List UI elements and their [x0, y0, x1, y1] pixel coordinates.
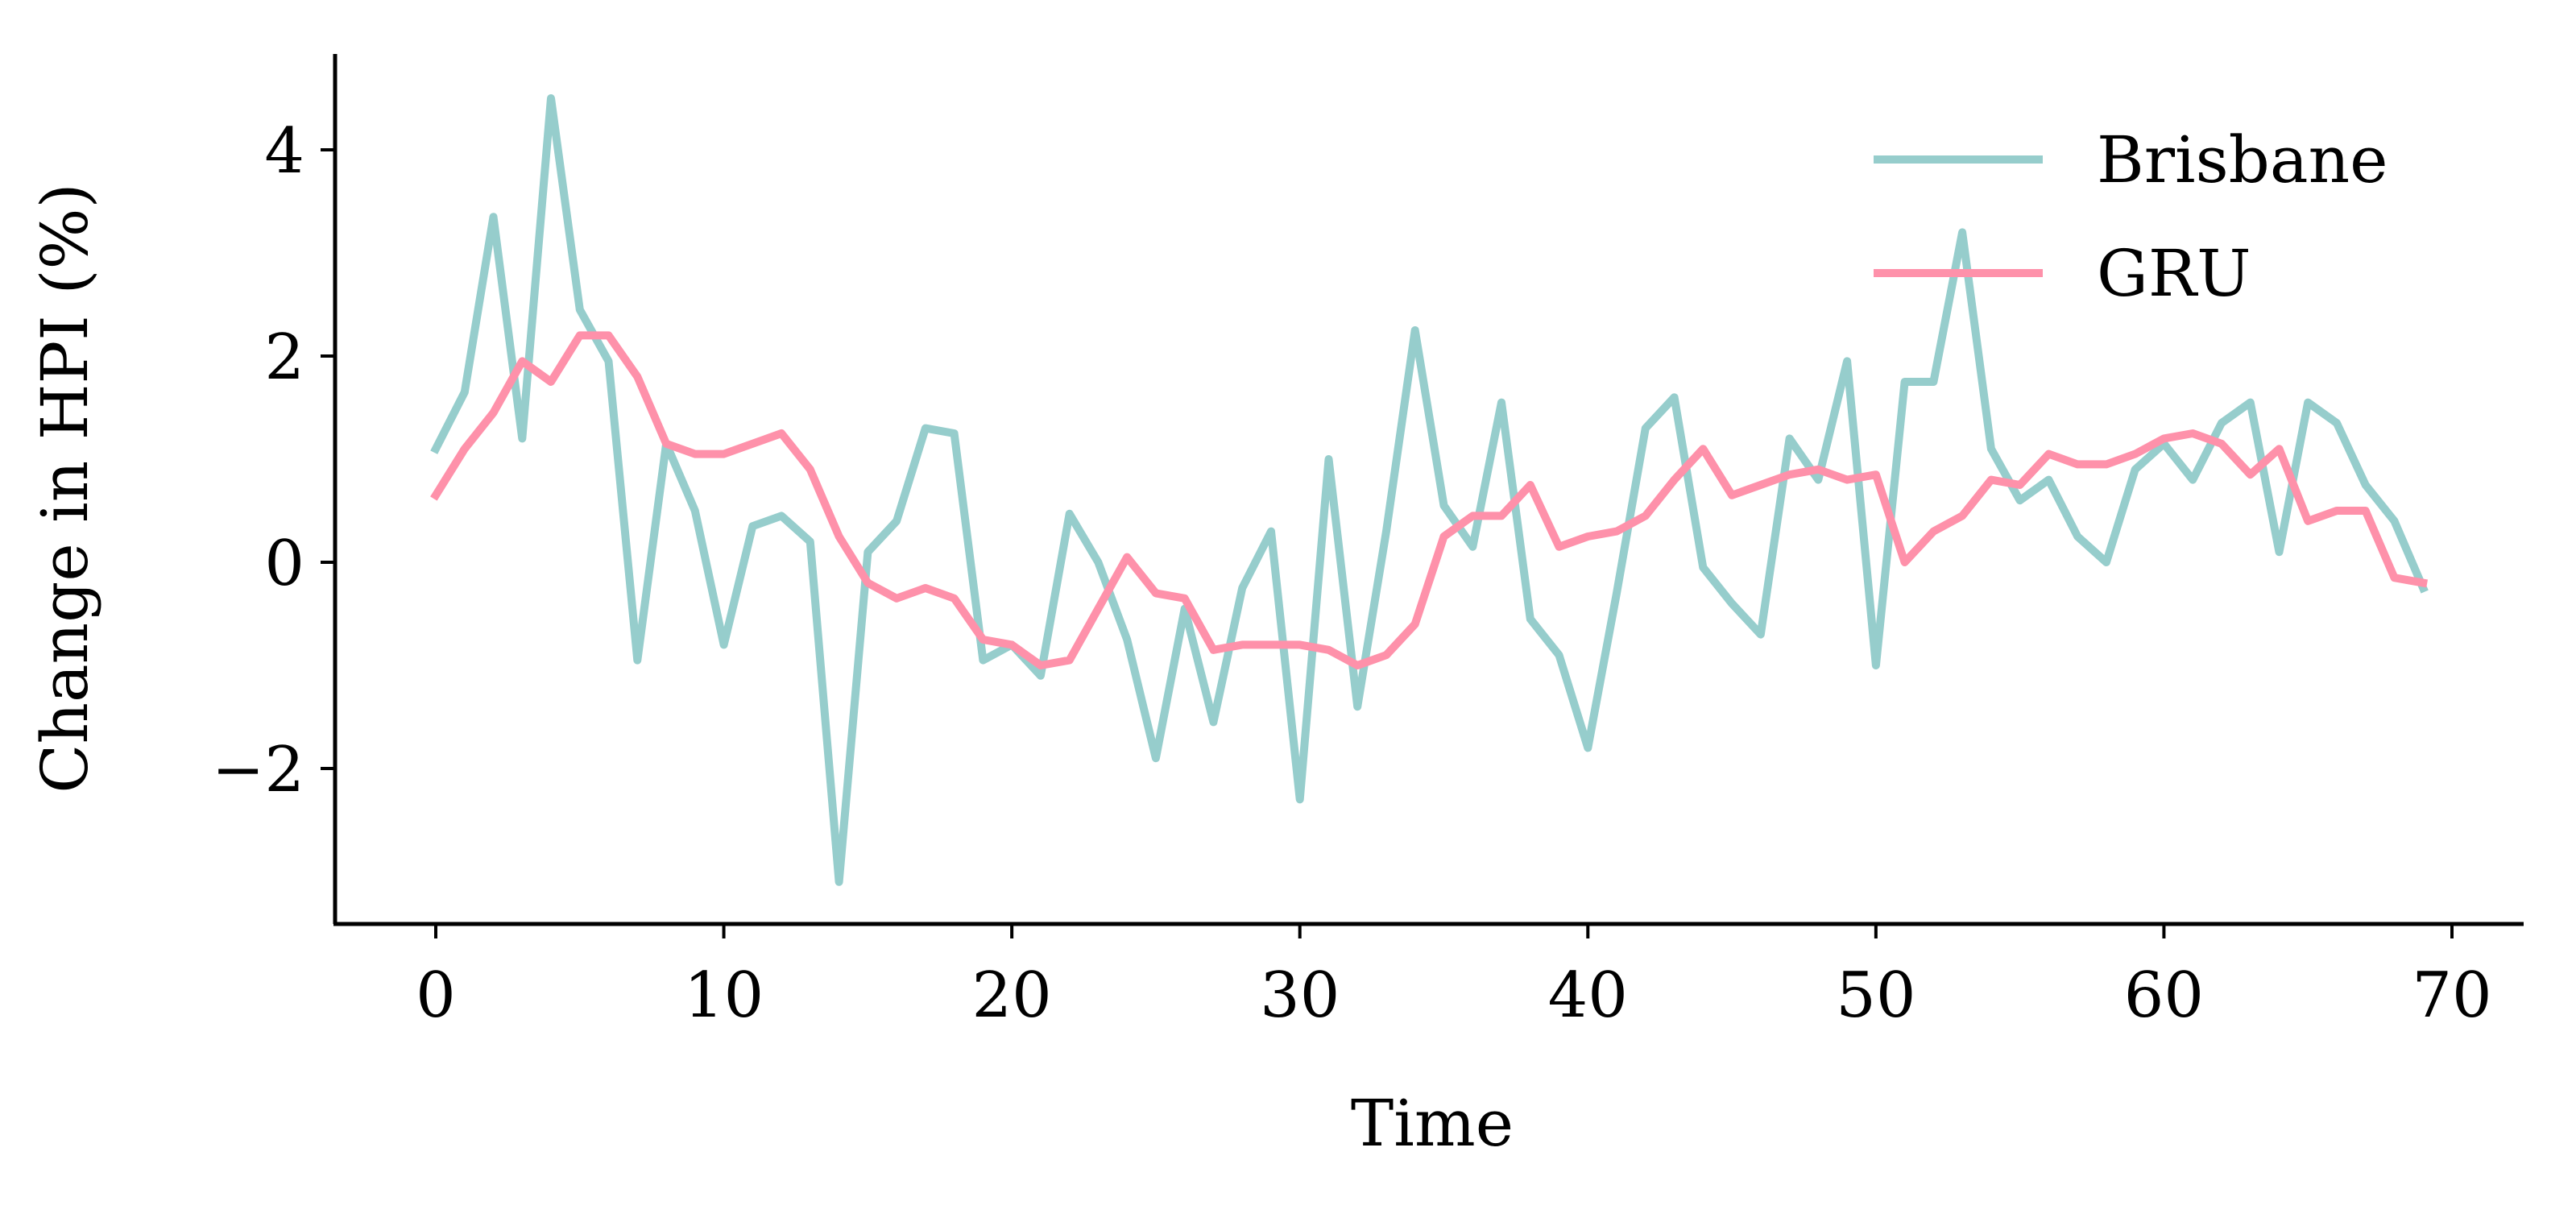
x-tick-label: 0 — [416, 959, 456, 1032]
y-tick-label: 2 — [264, 321, 304, 394]
x-tick-label: 30 — [1260, 959, 1340, 1032]
y-ticks: −2 0 2 4 — [212, 115, 335, 806]
x-tick-label: 10 — [684, 959, 764, 1032]
x-axis-title: Time — [1351, 1086, 1514, 1161]
y-axis-title: Change in HPI (%) — [27, 183, 102, 793]
legend-label-brisbane: Brisbane — [2097, 122, 2388, 197]
y-tick-label: 4 — [264, 115, 304, 188]
legend-label-gru: GRU — [2097, 236, 2251, 311]
y-tick-label: −2 — [212, 734, 304, 806]
x-tick-label: 70 — [2412, 959, 2491, 1032]
legend: Brisbane GRU — [1874, 122, 2388, 311]
x-tick-label: 20 — [972, 959, 1052, 1032]
x-ticks: 0 10 20 30 40 50 60 70 — [416, 924, 2492, 1032]
x-tick-label: 60 — [2124, 959, 2204, 1032]
y-tick-label: 0 — [264, 528, 304, 600]
series-layer — [430, 94, 2429, 886]
series-line-gru — [430, 331, 2429, 669]
x-tick-label: 50 — [1836, 959, 1915, 1032]
series-line-brisbane — [430, 94, 2429, 886]
x-tick-label: 40 — [1548, 959, 1628, 1032]
